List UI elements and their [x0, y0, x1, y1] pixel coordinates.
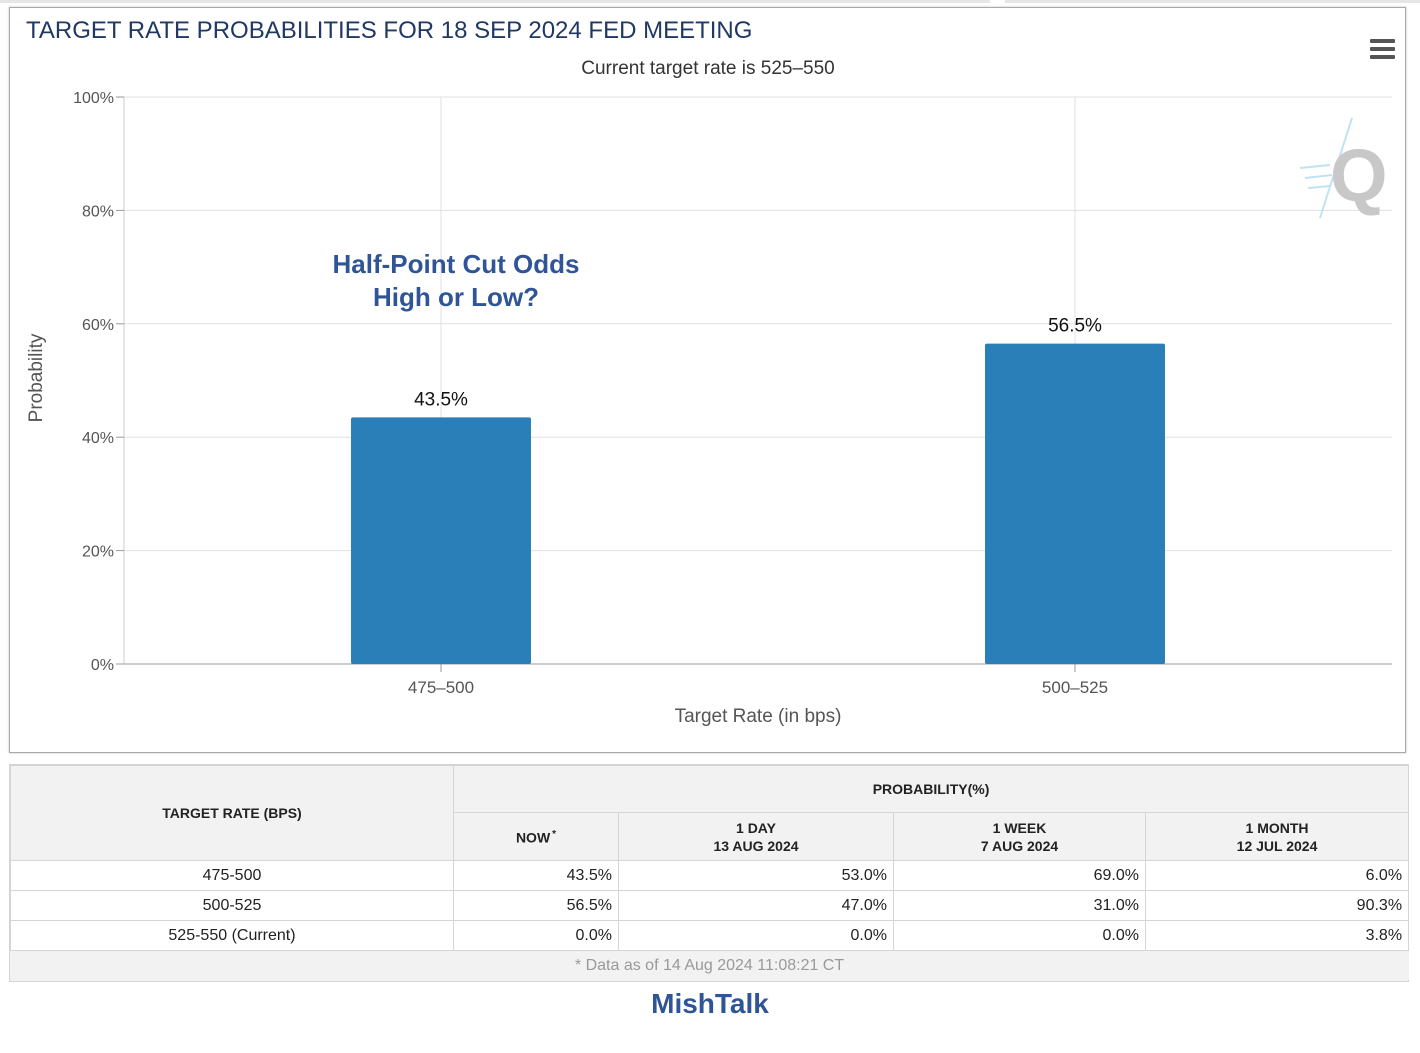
y-tick-label: 0%: [91, 657, 114, 674]
hamburger-menu-bar: [1370, 47, 1395, 51]
one-day-cell: 53.0%: [618, 860, 894, 891]
one-month-cell: 90.3%: [1144, 890, 1410, 921]
tab-strip-left: [0, 0, 990, 3]
chart-annotation: Half-Point Cut Odds High or Low?: [306, 248, 606, 314]
tab-strip-right: [1005, 0, 1420, 3]
table-row: 500-525 56.5% 47.0% 31.0% 90.3%: [10, 890, 1410, 921]
chart-title: TARGET RATE PROBABILITIES FOR 18 SEP 202…: [26, 17, 752, 44]
x-tick-label: 475–500: [408, 678, 474, 697]
rate-cell: 475-500: [10, 860, 454, 891]
bars: 43.5% 56.5%: [351, 316, 1165, 664]
now-header: NOW *: [453, 812, 619, 861]
y-tick-label: 100%: [73, 90, 114, 107]
top-tab-line: [0, 0, 1420, 4]
one-month-header: 1 MONTH 12 JUL 2024: [1144, 812, 1410, 861]
data-label: 43.5%: [414, 389, 468, 410]
hamburger-menu-bar: [1370, 55, 1395, 59]
y-tick-label: 20%: [82, 544, 114, 561]
y-tick-label: 80%: [82, 203, 114, 220]
hamburger-menu-icon: [1370, 39, 1395, 43]
chart-panel: TARGET RATE PROBABILITIES FOR 18 SEP 202…: [9, 7, 1406, 753]
one-week-header: 1 WEEK 7 AUG 2024: [893, 812, 1146, 861]
now-cell: 43.5%: [453, 860, 619, 891]
table-footnote: * Data as of 14 Aug 2024 11:08:21 CT: [10, 950, 1409, 980]
x-axis-title: Target Rate (in bps): [675, 706, 842, 727]
one-month-cell: 6.0%: [1144, 860, 1410, 891]
one-week-cell: 0.0%: [893, 920, 1146, 951]
now-cell: 0.0%: [453, 920, 619, 951]
probability-header: PROBABILITY(%): [452, 765, 1410, 813]
rate-cell: 525-550 (Current): [10, 920, 454, 951]
one-day-cell: 0.0%: [618, 920, 894, 951]
bar-chart: TARGET RATE PROBABILITIES FOR 18 SEP 202…: [26, 17, 1392, 727]
data-label: 56.5%: [1048, 316, 1102, 337]
y-tick-label: 40%: [82, 430, 114, 447]
brand-label: MishTalk: [651, 988, 769, 1019]
table-row: 475-500 43.5% 53.0% 69.0% 6.0%: [10, 860, 1410, 891]
y-axis-ticks: 0% 20% 40% 60% 80% 100%: [73, 90, 124, 674]
table-row: 525-550 (Current) 0.0% 0.0% 0.0% 3.8%: [10, 920, 1410, 951]
y-axis-title: Probability: [26, 333, 47, 422]
one-week-cell: 69.0%: [893, 860, 1146, 891]
quikstrike-q-logo: Q: [1300, 117, 1388, 219]
chart-menu-button[interactable]: [1366, 36, 1398, 64]
bar: [351, 417, 531, 664]
annotation-line-2: High or Low?: [372, 282, 540, 312]
one-day-cell: 47.0%: [618, 890, 894, 921]
annotation-line-1: Half-Point Cut Odds: [332, 249, 580, 279]
target-rate-header: TARGET RATE (BPS): [10, 765, 454, 861]
svg-text:Q: Q: [1330, 134, 1388, 217]
one-month-cell: 3.8%: [1144, 920, 1410, 951]
x-axis-ticks: 475–500 500–525: [408, 664, 1108, 697]
now-cell: 56.5%: [453, 890, 619, 921]
probability-table: TARGET RATE (BPS) PROBABILITY(%) NOW * 1 …: [10, 765, 1410, 980]
rate-cell: 500-525: [10, 890, 454, 921]
chart-subtitle: Current target rate is 525–550: [581, 58, 835, 79]
one-week-cell: 31.0%: [893, 890, 1146, 921]
one-day-header: 1 DAY 13 AUG 2024: [618, 812, 894, 861]
y-tick-label: 60%: [82, 317, 114, 334]
bar: [985, 343, 1165, 664]
gridlines: [123, 96, 1392, 665]
x-tick-label: 500–525: [1042, 678, 1108, 697]
probability-table-panel: TARGET RATE (BPS) PROBABILITY(%) NOW * 1 …: [9, 764, 1410, 982]
